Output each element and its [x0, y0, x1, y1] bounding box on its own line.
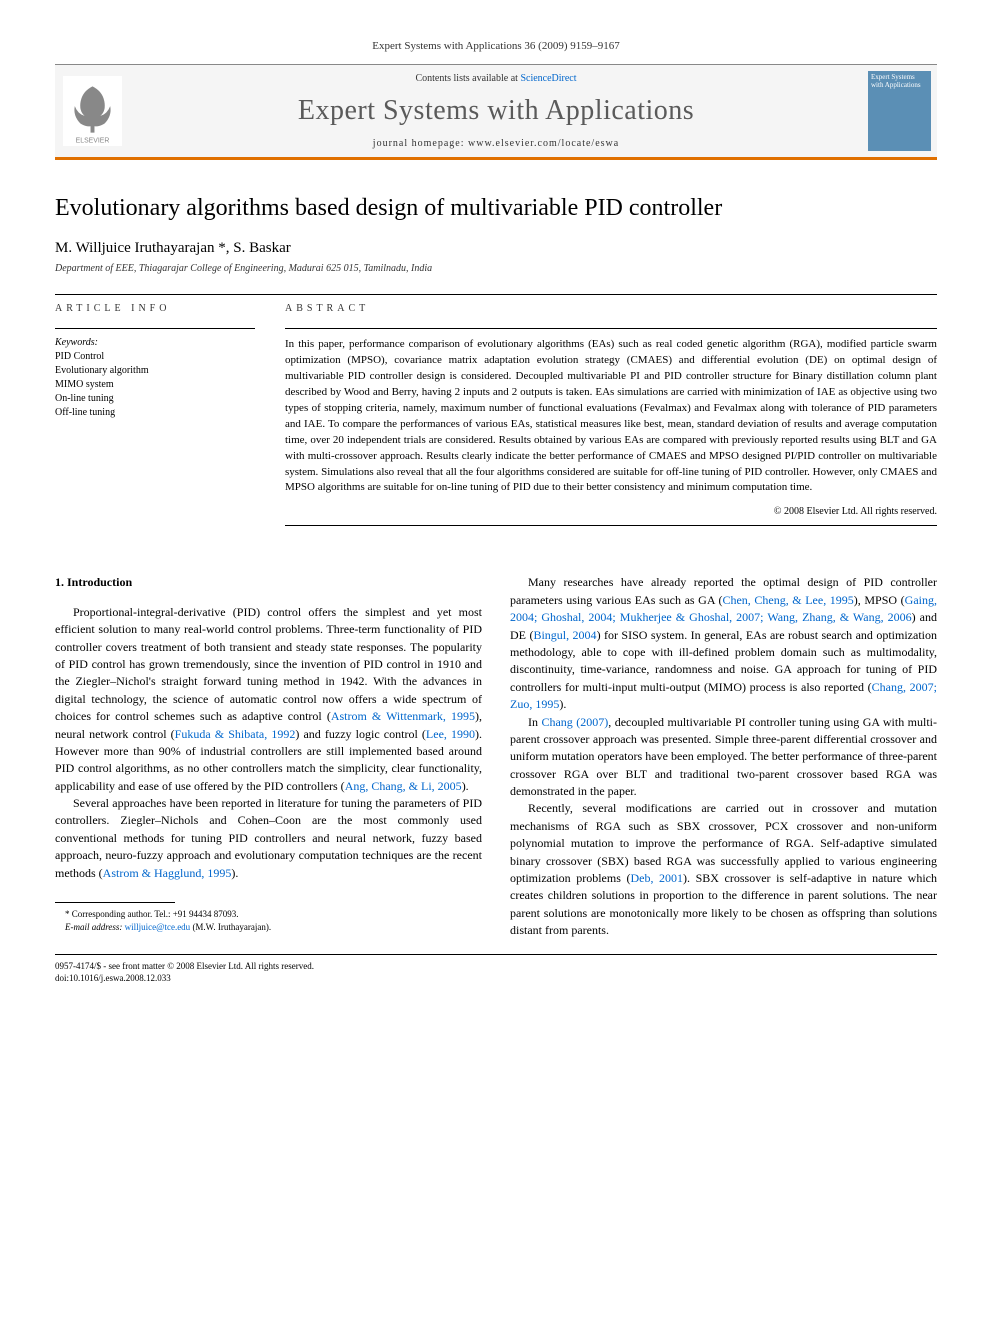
email-footnote: E-mail address: willjuice@tce.edu (M.W. …	[55, 921, 482, 934]
keyword: On-line tuning	[55, 392, 255, 406]
article-info-column: ARTICLE INFO Keywords: PID Control Evolu…	[55, 303, 255, 534]
abstract-bottom-divider	[285, 525, 937, 526]
sciencedirect-link[interactable]: ScienceDirect	[520, 73, 576, 84]
cover-thumbnail: Expert Systems with Applications	[868, 71, 931, 151]
doi-line: doi:10.1016/j.eswa.2008.12.033	[55, 972, 937, 985]
citation-link[interactable]: Bingul, 2004	[533, 628, 596, 642]
paragraph: Several approaches have been reported in…	[55, 795, 482, 882]
copyright: © 2008 Elsevier Ltd. All rights reserved…	[285, 506, 937, 517]
abstract-text: In this paper, performance comparison of…	[285, 337, 937, 496]
journal-header: ELSEVIER Contents lists available at Sci…	[55, 64, 937, 160]
column-right: Many researches have already reported th…	[510, 574, 937, 939]
paragraph: Many researches have already reported th…	[510, 574, 937, 713]
affiliation: Department of EEE, Thiagarajar College o…	[55, 263, 937, 274]
homepage-line: journal homepage: www.elsevier.com/locat…	[140, 138, 852, 149]
citation-link[interactable]: Ang, Chang, & Li, 2005	[345, 779, 462, 793]
corresponding-author-note: * Corresponding author. Tel.: +91 94434 …	[55, 908, 482, 921]
paragraph: In Chang (2007), decoupled multivariable…	[510, 714, 937, 801]
column-left: 1. Introduction Proportional-integral-de…	[55, 574, 482, 939]
contents-line: Contents lists available at ScienceDirec…	[140, 73, 852, 84]
keyword: Evolutionary algorithm	[55, 364, 255, 378]
svg-text:ELSEVIER: ELSEVIER	[76, 137, 110, 144]
citation-link[interactable]: Fukuda & Shibata, 1992	[175, 727, 296, 741]
info-divider	[55, 328, 255, 329]
abstract-divider	[285, 328, 937, 329]
journal-cover: Expert Systems with Applications	[862, 65, 937, 157]
citation-link[interactable]: Astrom & Wittenmark, 1995	[331, 709, 475, 723]
authors: M. Willjuice Iruthayarajan *, S. Baskar	[55, 240, 937, 257]
paragraph: Recently, several modifications are carr…	[510, 800, 937, 939]
citation-link[interactable]: Deb, 2001	[630, 871, 683, 885]
homepage-url: www.elsevier.com/locate/eswa	[468, 138, 619, 149]
abstract-label: ABSTRACT	[285, 303, 937, 314]
bottom-divider	[55, 954, 937, 955]
keyword: MIMO system	[55, 378, 255, 392]
abstract-column: ABSTRACT In this paper, performance comp…	[285, 303, 937, 534]
front-matter-line: 0957-4174/$ - see front matter © 2008 El…	[55, 960, 937, 973]
cover-title: Expert Systems with Applications	[871, 74, 928, 89]
journal-name: Expert Systems with Applications	[140, 95, 852, 127]
elsevier-tree-icon: ELSEVIER	[63, 76, 122, 146]
homepage-prefix: journal homepage:	[373, 138, 468, 149]
footnote-separator	[55, 902, 175, 903]
keyword: Off-line tuning	[55, 406, 255, 420]
doi-block: 0957-4174/$ - see front matter © 2008 El…	[55, 960, 937, 985]
paragraph: Proportional-integral-derivative (PID) c…	[55, 604, 482, 795]
journal-reference: Expert Systems with Applications 36 (200…	[55, 40, 937, 52]
keyword: PID Control	[55, 350, 255, 364]
section-heading: 1. Introduction	[55, 574, 482, 591]
article-info-label: ARTICLE INFO	[55, 303, 255, 314]
info-abstract-row: ARTICLE INFO Keywords: PID Control Evolu…	[55, 303, 937, 534]
keywords-label: Keywords:	[55, 337, 255, 348]
citation-link[interactable]: Astrom & Hagglund, 1995	[103, 866, 232, 880]
citation-link[interactable]: Lee, 1990	[426, 727, 475, 741]
divider-top	[55, 294, 937, 295]
article-title: Evolutionary algorithms based design of …	[55, 195, 937, 222]
header-center: Contents lists available at ScienceDirec…	[130, 65, 862, 157]
citation-link[interactable]: Chang (2007)	[541, 715, 608, 729]
publisher-logo: ELSEVIER	[55, 65, 130, 157]
page-container: Expert Systems with Applications 36 (200…	[0, 0, 992, 1015]
body-columns: 1. Introduction Proportional-integral-de…	[55, 574, 937, 939]
citation-link[interactable]: Chen, Cheng, & Lee, 1995	[722, 593, 853, 607]
contents-prefix: Contents lists available at	[415, 73, 520, 84]
email-link[interactable]: willjuice@tce.edu	[125, 922, 191, 932]
email-label: E-mail address:	[65, 922, 125, 932]
email-suffix: (M.W. Iruthayarajan).	[190, 922, 271, 932]
